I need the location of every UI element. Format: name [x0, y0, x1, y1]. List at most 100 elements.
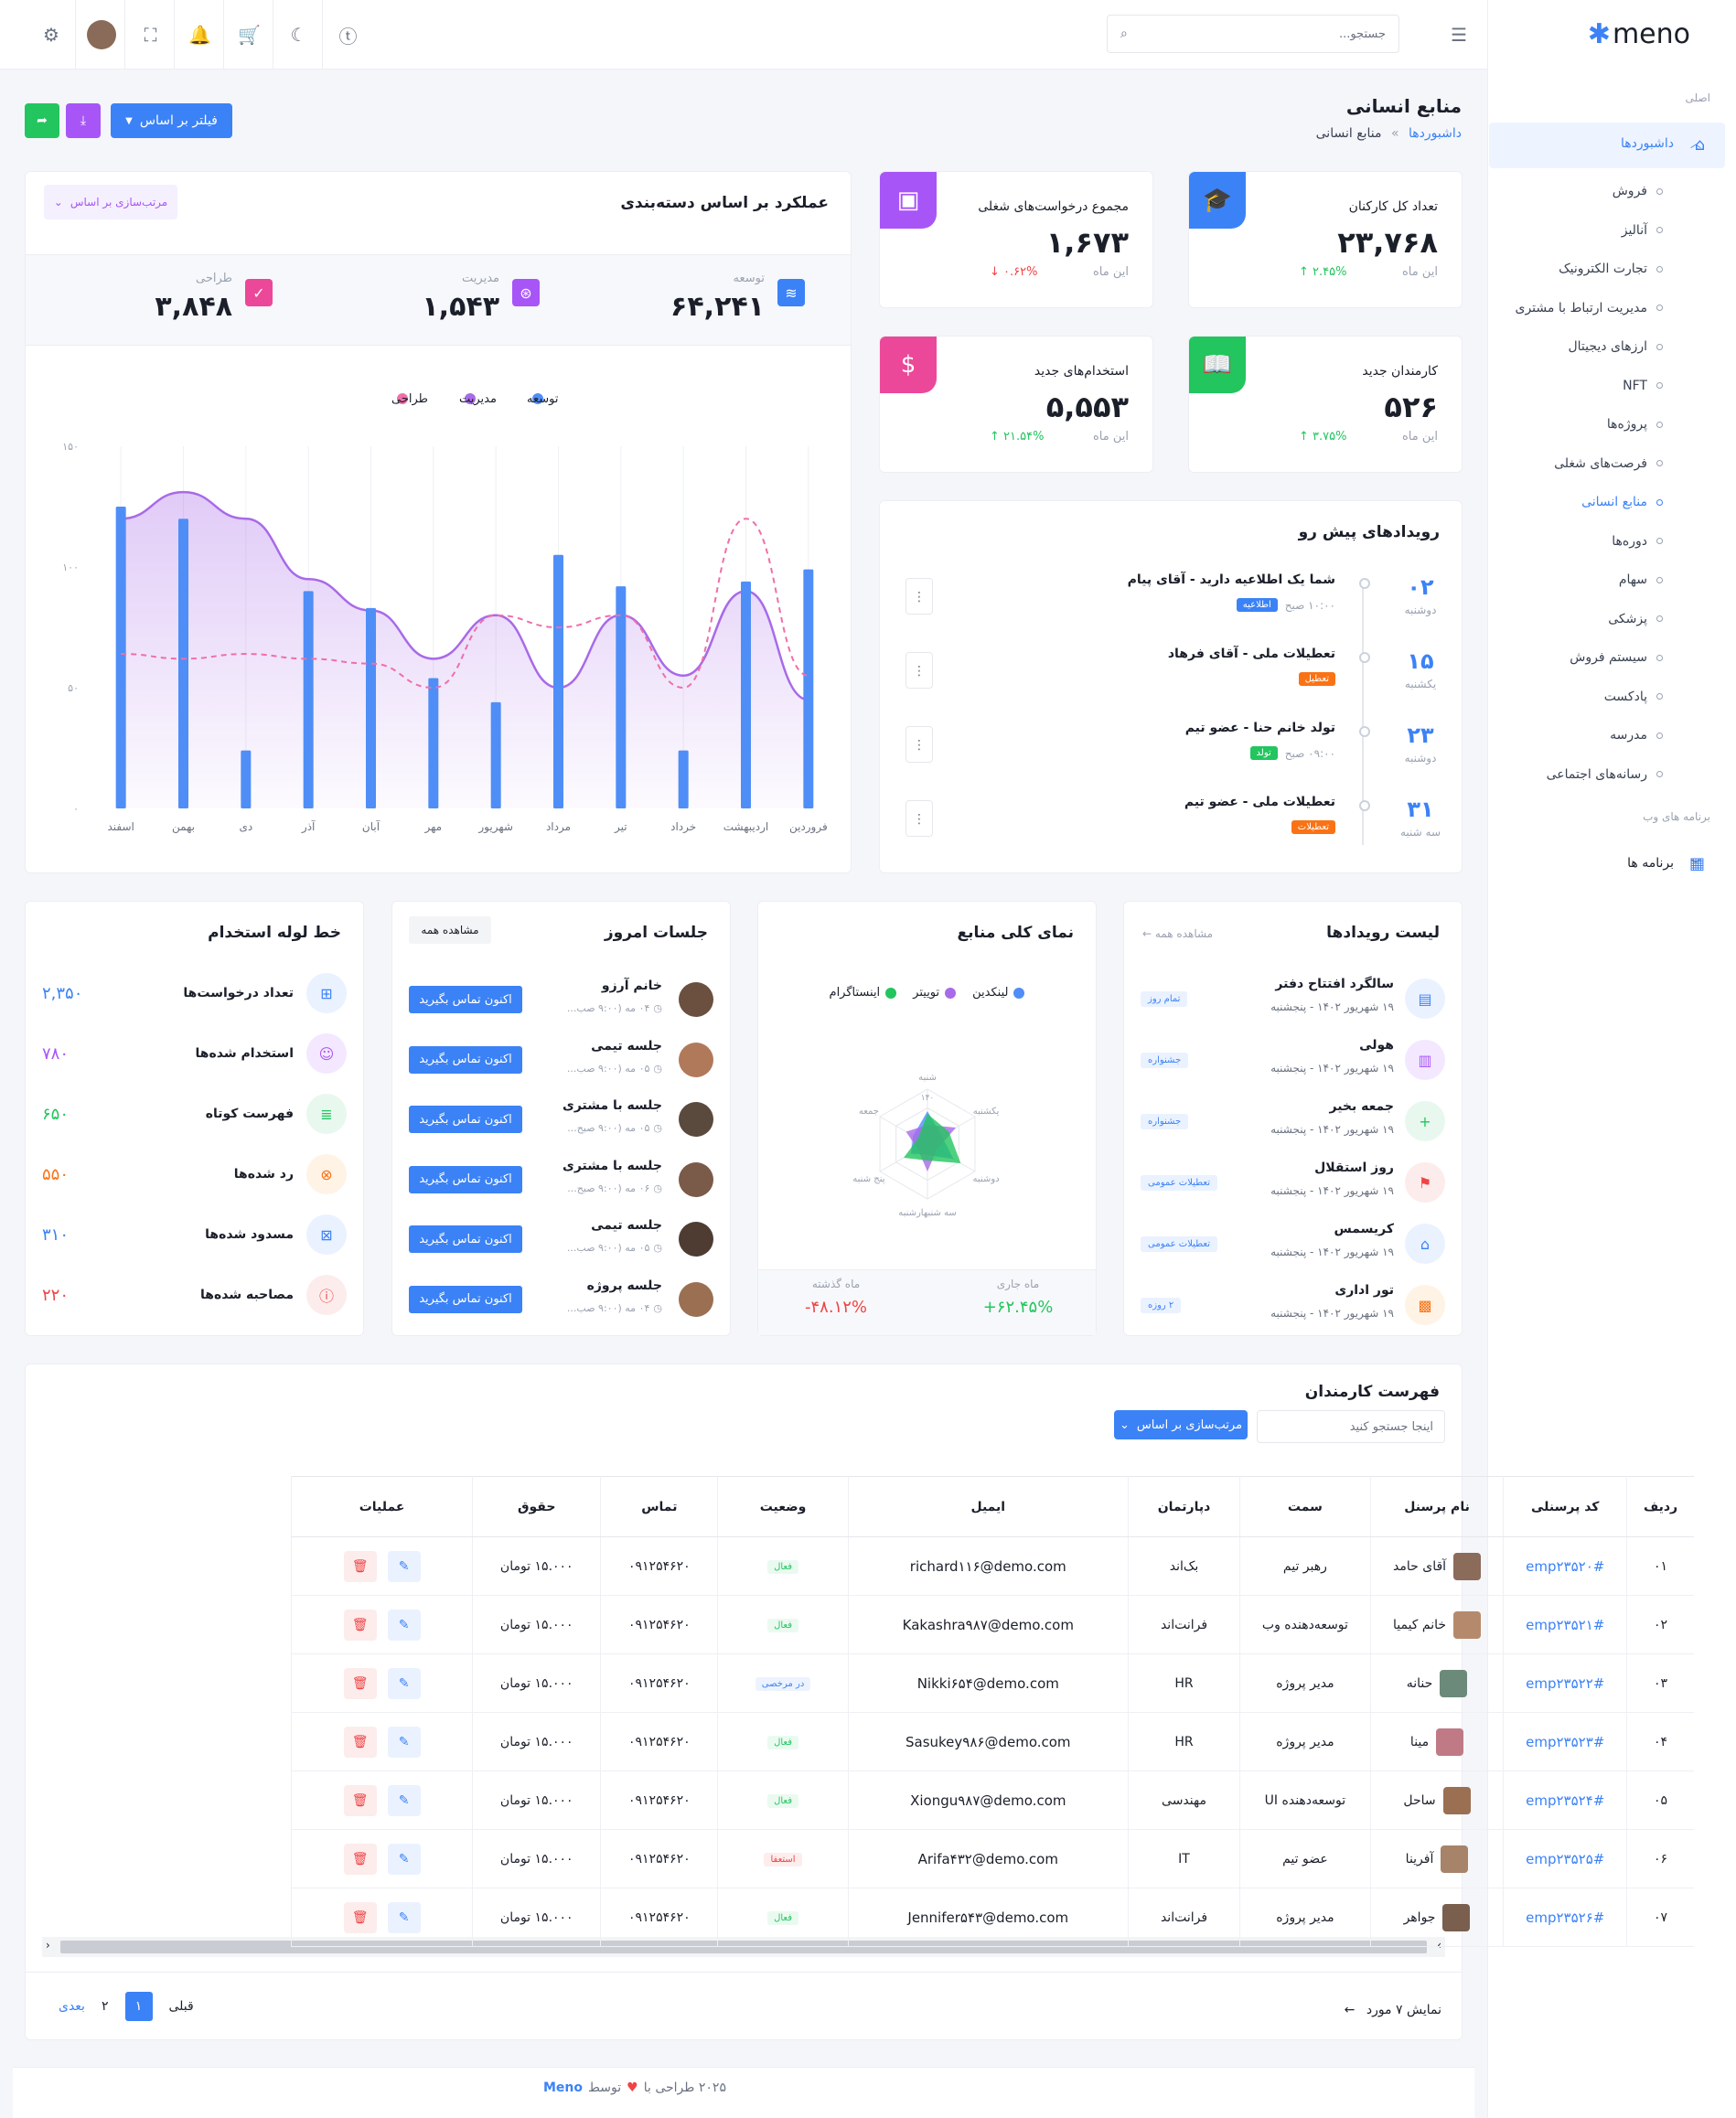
moon-icon[interactable]: ☾ [273, 0, 324, 70]
fullscreen-icon[interactable]: ⛶ [124, 0, 176, 70]
more-vertical-icon[interactable]: ⋮ [906, 726, 933, 763]
more-vertical-icon[interactable]: ⋮ [906, 578, 933, 615]
employee-code[interactable]: #emp۲۳۵۲۳ [1503, 1712, 1627, 1771]
download-button[interactable]: ⤓ [66, 103, 101, 138]
event-item[interactable]: + جمعه بخیر ۱۹ شهریور ۱۴۰۲ - پنجشنبه جشنوار… [1141, 1094, 1445, 1154]
more-vertical-icon[interactable]: ⋮ [906, 652, 933, 689]
pagination-next[interactable]: بعدی [59, 1999, 85, 2014]
sidebar-item-6[interactable]: NFT [1623, 379, 1663, 393]
sidebar-item-9[interactable]: منابع انسانی [1581, 495, 1663, 509]
share-button[interactable]: ➦ [25, 103, 59, 138]
avatar[interactable] [75, 0, 126, 70]
pagination-page-1[interactable]: ۱ [124, 1992, 153, 2021]
call-now-button[interactable]: اکنون تماس بگیرید [409, 1045, 522, 1074]
edit-button[interactable]: ✎ [387, 1843, 421, 1875]
sidebar-item-dashboards[interactable]: ⌂ داشبوردها ︿ [1489, 123, 1725, 168]
edit-button[interactable]: ✎ [387, 1784, 421, 1816]
edit-button[interactable]: ✎ [387, 1609, 421, 1641]
column-header[interactable]: کد پرسنلی [1503, 1476, 1627, 1537]
upcoming-event[interactable]: ۲۳ دوشنبه تولد خانم حنا - عضو تیم ۰۹:۰۰ صبح… [898, 715, 1443, 788]
edit-button[interactable]: ✎ [387, 1901, 421, 1933]
event-item[interactable]: ⌂ کریسمس ۱۹ شهریور ۱۴۰۲ - پنجشنبه تعطیلات ع… [1141, 1216, 1445, 1277]
footer-brand-link[interactable]: Meno [543, 2081, 584, 2095]
column-header[interactable]: ردیف [1626, 1476, 1694, 1537]
translate-icon[interactable]: ⓣ [322, 0, 373, 70]
events-view-all[interactable]: مشاهده همه ← [1142, 927, 1213, 940]
chevron-down-icon[interactable]: ﹀ [1690, 858, 1702, 871]
gear-icon[interactable]: ⚙ [43, 24, 59, 46]
column-header[interactable]: وضعیت [717, 1476, 849, 1537]
event-item[interactable]: ▤ سالگرد افتتاح دفتر ۱۹ شهریور ۱۴۰۲ - پنجش… [1141, 971, 1445, 1032]
pagination-page-2[interactable]: ۲ [101, 1999, 109, 2014]
sidebar-item-2[interactable]: آنالیز [1622, 223, 1663, 238]
call-now-button[interactable]: اکنون تماس بگیرید [409, 986, 522, 1013]
column-header[interactable]: تماس [600, 1476, 718, 1537]
delete-button[interactable]: 🗑 [343, 1843, 377, 1875]
scroll-left-icon[interactable]: ‹ [46, 1939, 50, 1952]
sidebar-item-10[interactable]: دوره‌ها [1612, 534, 1663, 549]
delete-button[interactable]: 🗑 [343, 1784, 377, 1816]
cart-icon[interactable]: 🛒 [223, 0, 274, 70]
delete-button[interactable]: 🗑 [343, 1609, 377, 1641]
filter-button[interactable]: فیلتر بر اساس ▼ [111, 103, 232, 138]
sidebar-item-4[interactable]: مدیریت ارتباط با مشتری [1515, 301, 1663, 316]
employee-code[interactable]: #emp۲۳۵۲۶ [1503, 1888, 1627, 1947]
meetings-view-all[interactable]: مشاهده همه [409, 916, 491, 944]
list-icon: ≣ [306, 1094, 347, 1134]
pagination-prev[interactable]: قبلی [168, 1999, 194, 2014]
sidebar-item-15[interactable]: مدرسه [1610, 728, 1663, 743]
menu-toggle-icon[interactable]: ☰ [1451, 24, 1467, 46]
chevron-up-icon[interactable]: ︿ [1690, 137, 1702, 150]
sources-radar-chart: شنبه یکشنبه دوشنبه سه شنبهارشنبه پنج شنبه جمع… [852, 1073, 999, 1218]
sidebar-item-12[interactable]: پزشکی [1608, 612, 1663, 626]
column-header[interactable]: حقوق [472, 1476, 601, 1537]
employee-code[interactable]: #emp۲۳۵۲۲ [1503, 1653, 1627, 1713]
bell-icon[interactable]: 🔔 [174, 0, 225, 70]
brand-logo[interactable]: ✱ meno [1588, 18, 1690, 50]
column-header[interactable]: نام پرسنل [1369, 1476, 1504, 1537]
event-item[interactable]: ⚑ روز استقلال ۱۹ شهریور ۱۴۰۲ - پنجشنبه تعطی… [1141, 1155, 1445, 1215]
upcoming-event[interactable]: ۱۵ یکشنبه تعطیلات ملی - آقای فرهاد تعطیل ⋮ [898, 641, 1443, 714]
call-now-button[interactable]: اکنون تماس بگیرید [409, 1285, 522, 1313]
call-now-button[interactable]: اکنون تماس بگیرید [409, 1106, 522, 1133]
performance-sort-dropdown[interactable]: مرتب‌سازی بر اساس ⌄ [44, 185, 177, 219]
column-header[interactable]: سمت [1239, 1476, 1371, 1537]
search-input[interactable]: جستجو... [1338, 27, 1386, 41]
search-box[interactable]: جستجو... ⌕ [1107, 15, 1399, 53]
event-item[interactable]: ▩ تور اداری ۱۹ شهریور ۱۴۰۲ - پنجشنبه ۲ روزه [1141, 1278, 1445, 1338]
sidebar-item-16[interactable]: رسانه‌های اجتماعی [1547, 767, 1663, 782]
call-now-button[interactable]: اکنون تماس بگیرید [409, 1165, 522, 1193]
column-header[interactable]: دپارتمان [1127, 1476, 1240, 1537]
edit-button[interactable]: ✎ [387, 1550, 421, 1582]
call-now-button[interactable]: اکنون تماس بگیرید [409, 1225, 522, 1253]
sidebar-item-8[interactable]: فرصت‌های شغلی [1554, 456, 1663, 471]
sidebar-item-3[interactable]: تجارت الکترونیک [1559, 262, 1663, 276]
employees-sort-button[interactable]: مرتب‌سازی بر اساس ⌄ [1114, 1410, 1248, 1439]
sidebar-item-14[interactable]: پادکست [1604, 690, 1663, 704]
upcoming-event[interactable]: ۳۱ سه شنبه تعطیلات ملی - عضو تیم تعطیلات ⋮ [898, 789, 1443, 862]
column-header[interactable]: ایمیل [847, 1476, 1129, 1537]
delete-button[interactable]: 🗑 [343, 1901, 377, 1933]
share-icon: ➦ [37, 113, 48, 128]
employee-code[interactable]: #emp۲۳۵۲۱ [1503, 1595, 1627, 1654]
breadcrumb-home[interactable]: داشبوردها [1409, 126, 1462, 141]
upcoming-event[interactable]: ۰۲ دوشنبه شما یک اطلاعیه دارید - آقای پیام… [898, 567, 1443, 640]
delete-button[interactable]: 🗑 [343, 1667, 377, 1699]
sidebar-item-7[interactable]: پروژه‌ها [1607, 417, 1663, 432]
edit-button[interactable]: ✎ [387, 1667, 421, 1699]
more-vertical-icon[interactable]: ⋮ [906, 800, 933, 837]
employee-code[interactable]: #emp۲۳۵۲۴ [1503, 1770, 1627, 1830]
column-header[interactable]: عملیات [290, 1476, 473, 1537]
delete-button[interactable]: 🗑 [343, 1726, 377, 1758]
sidebar-item-1[interactable]: فروش [1613, 184, 1663, 198]
edit-button[interactable]: ✎ [387, 1726, 421, 1758]
employees-search-input[interactable]: اینجا جستجو کنید [1257, 1410, 1445, 1443]
sidebar-item-11[interactable]: سهام [1619, 572, 1663, 587]
sidebar-item-13[interactable]: سیستم فروش [1570, 650, 1663, 665]
event-item[interactable]: ▥ هولی ۱۹ شهریور ۱۴۰۲ - پنجشنبه جشنواره [1141, 1032, 1445, 1093]
sidebar-item-apps[interactable]: ▦ برنامه ها ﹀ [1489, 849, 1725, 882]
employee-code[interactable]: #emp۲۳۵۲۵ [1503, 1829, 1627, 1888]
delete-button[interactable]: 🗑 [343, 1550, 377, 1582]
sidebar-item-5[interactable]: ارزهای دیجیتال [1568, 339, 1663, 354]
employee-code[interactable]: #emp۲۳۵۲۰ [1503, 1536, 1627, 1596]
